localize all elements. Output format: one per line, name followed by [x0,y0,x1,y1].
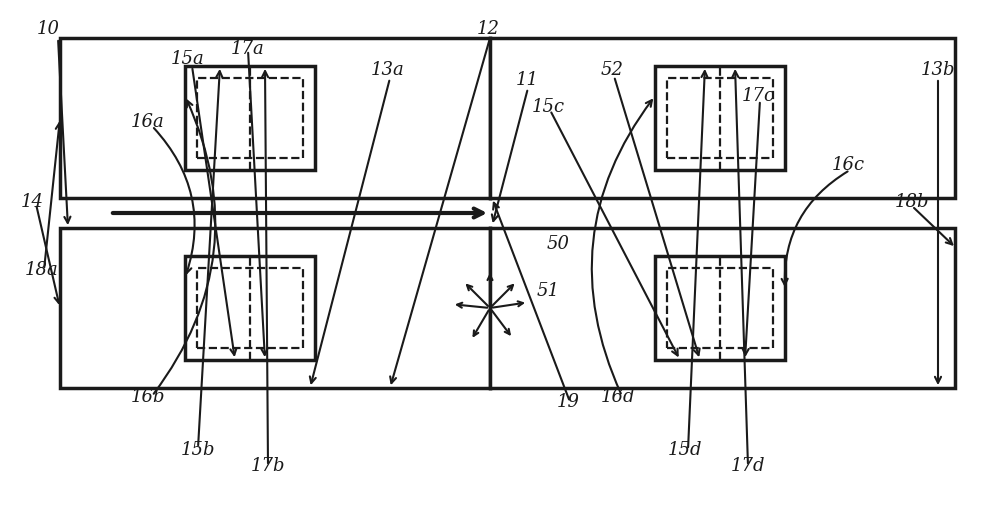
Bar [667,268,773,348]
Text: 18a: 18a [25,261,59,279]
Text: 16a: 16a [131,114,165,131]
Bar [185,256,315,360]
Text: 15b: 15b [181,441,215,459]
Text: 16c: 16c [831,156,865,174]
Text: 13a: 13a [371,61,405,79]
Text: 17c: 17c [741,87,775,105]
Bar [490,38,955,198]
Bar [655,66,785,170]
Text: 13b: 13b [921,61,955,79]
Bar [197,78,303,158]
Bar [60,38,490,198]
Bar [185,66,315,170]
Text: 17b: 17b [251,457,285,475]
Text: 51: 51 [536,282,560,300]
Text: 19: 19 [556,393,580,411]
Text: 12: 12 [477,20,500,38]
Bar [667,78,773,158]
Text: 16b: 16b [131,388,165,406]
Text: 50: 50 [546,235,570,253]
Text: 15a: 15a [171,50,205,68]
Text: 17a: 17a [231,40,265,58]
Text: 10: 10 [36,20,60,38]
Text: 16d: 16d [601,388,635,406]
Bar [60,228,490,388]
Text: 15c: 15c [531,98,565,116]
Text: 11: 11 [516,71,538,89]
Bar [655,256,785,360]
Bar [197,268,303,348]
Text: 52: 52 [600,61,624,79]
Text: 18b: 18b [895,193,929,211]
Text: 17d: 17d [731,457,765,475]
Text: 15d: 15d [668,441,702,459]
Text: 14: 14 [20,193,44,211]
Bar [490,228,955,388]
